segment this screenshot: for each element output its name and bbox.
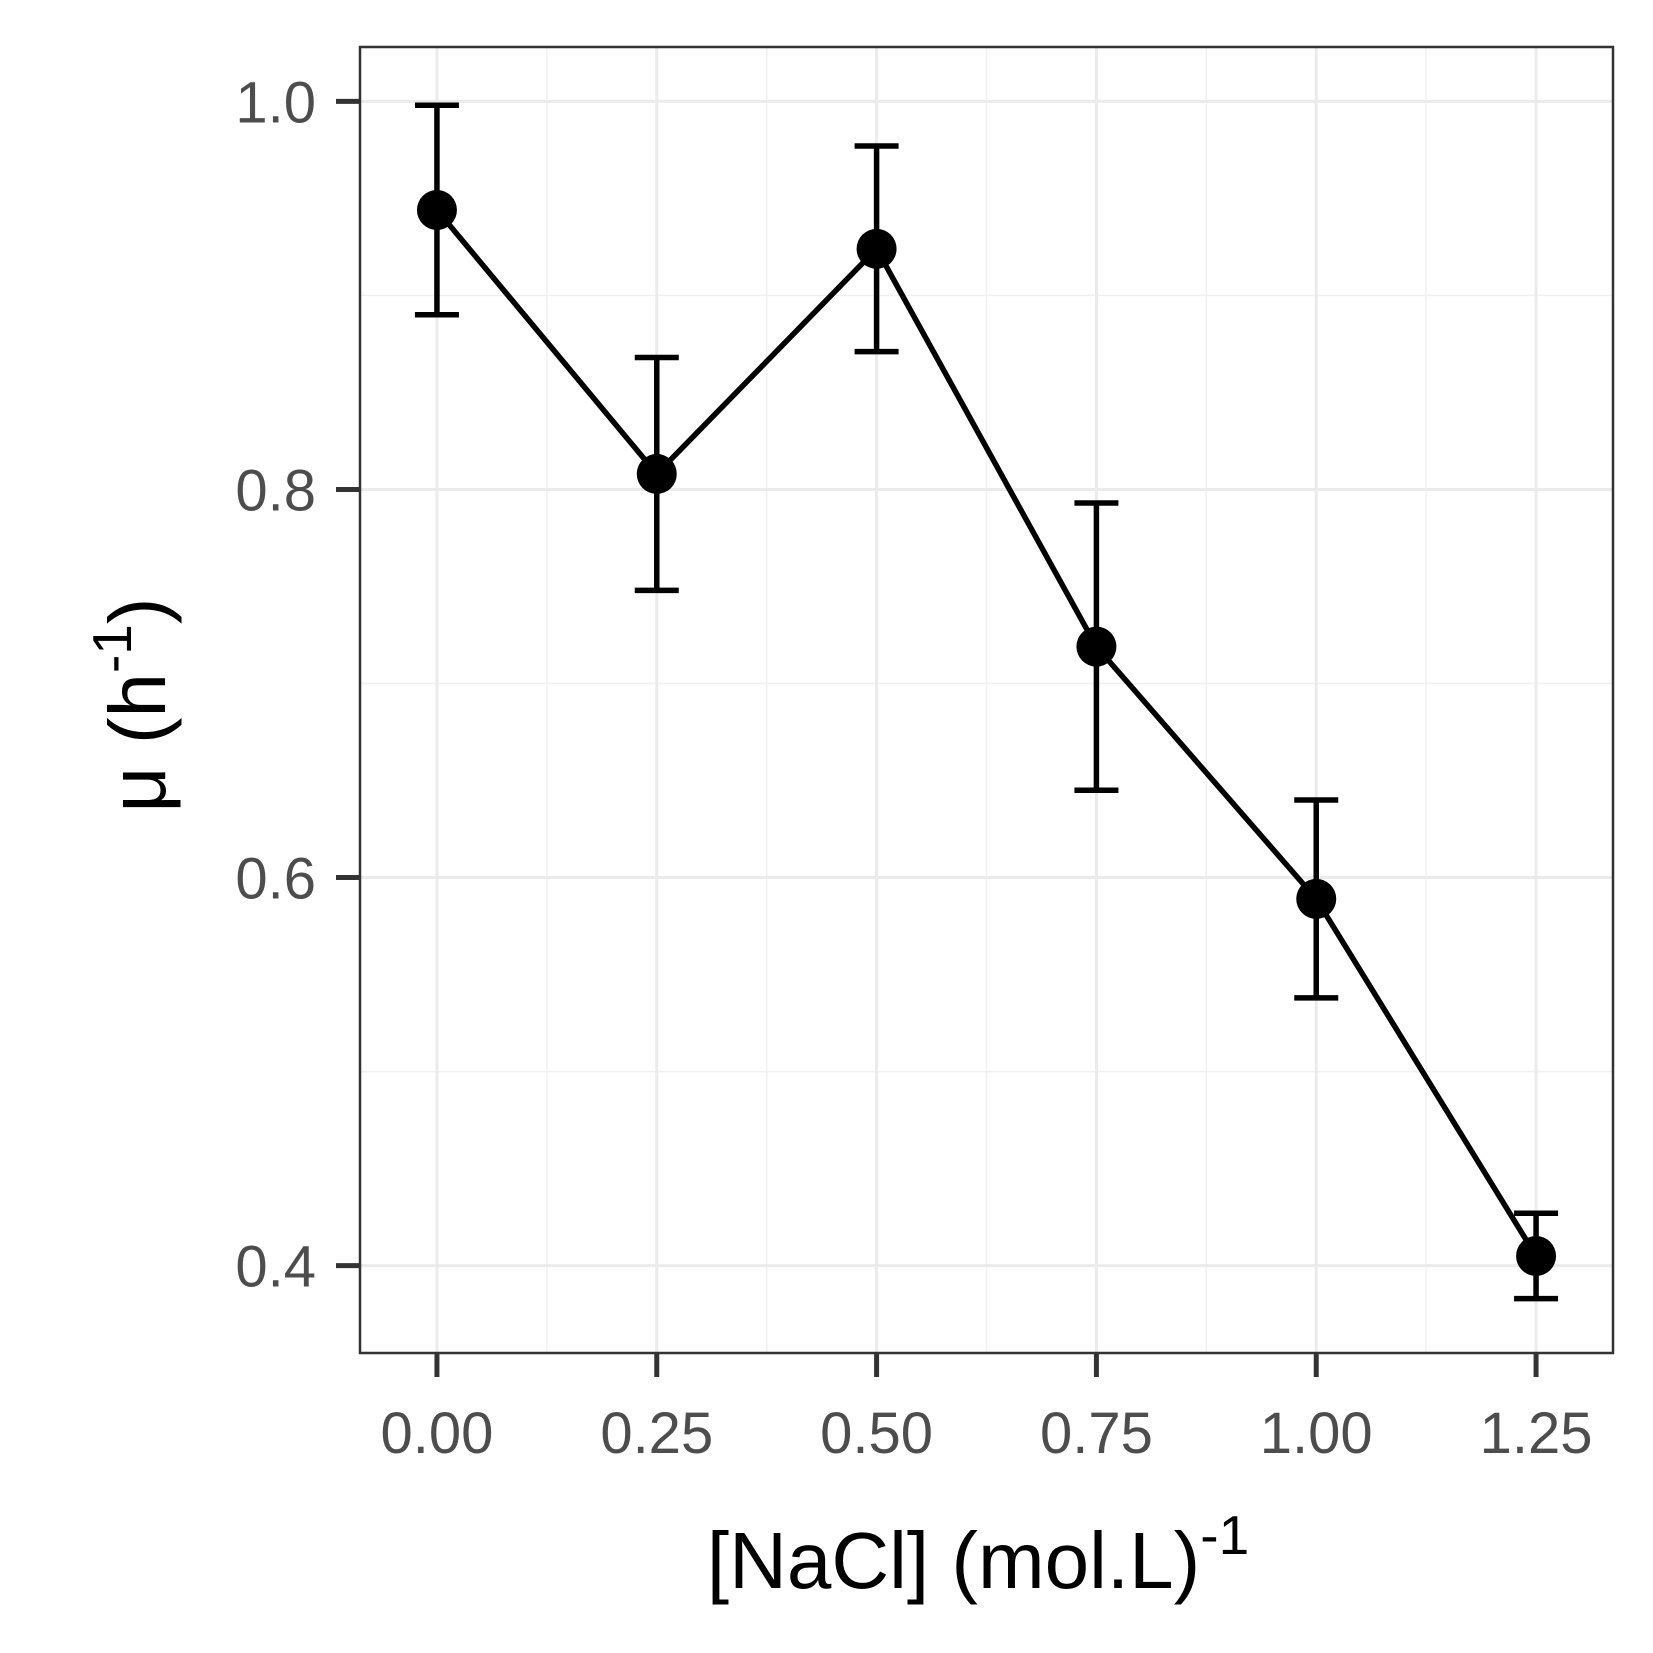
y-tick-label: 0.4 [235,1235,316,1300]
data-point [636,453,677,494]
x-tick-label: 0.25 [600,1401,713,1466]
data-point [1296,878,1337,919]
x-tick-label: 0.75 [1040,1401,1153,1466]
data-point [1076,626,1117,667]
y-tick-label: 1.0 [235,70,316,135]
series-line-path [434,208,1539,1258]
data-points [416,190,1557,1276]
grid-minor [360,47,1613,1353]
x-axis-title: [NaCl] (mol.L)-1 [707,1504,1249,1605]
y-axis-title-superscript: -1 [81,624,143,673]
panel-border [358,45,1615,1355]
x-tick-label: 1.25 [1480,1401,1593,1466]
x-tick-label: 0.00 [380,1401,493,1466]
data-point [416,190,457,231]
x-tick-label: 0.50 [820,1401,933,1466]
x-axis-ticks: 0.00 0.25 0.50 0.75 1.00 1.25 [380,1353,1593,1466]
y-axis-ticks: 0.4 0.6 0.8 1.0 [235,70,360,1300]
data-point [1516,1235,1557,1276]
x-axis-title-text: [NaCl] (mol.L) [707,1516,1200,1605]
y-axis-title: μ (h-1) [81,598,182,813]
x-tick-label: 1.00 [1260,1401,1373,1466]
series-line [434,208,1539,1258]
y-axis-title-close: ) [93,598,182,625]
y-tick-label: 0.8 [235,458,316,523]
y-axis-title-text: μ (h [93,673,182,812]
x-axis-title-superscript: -1 [1200,1504,1249,1566]
y-tick-label: 0.6 [235,847,316,912]
data-point [856,228,897,269]
